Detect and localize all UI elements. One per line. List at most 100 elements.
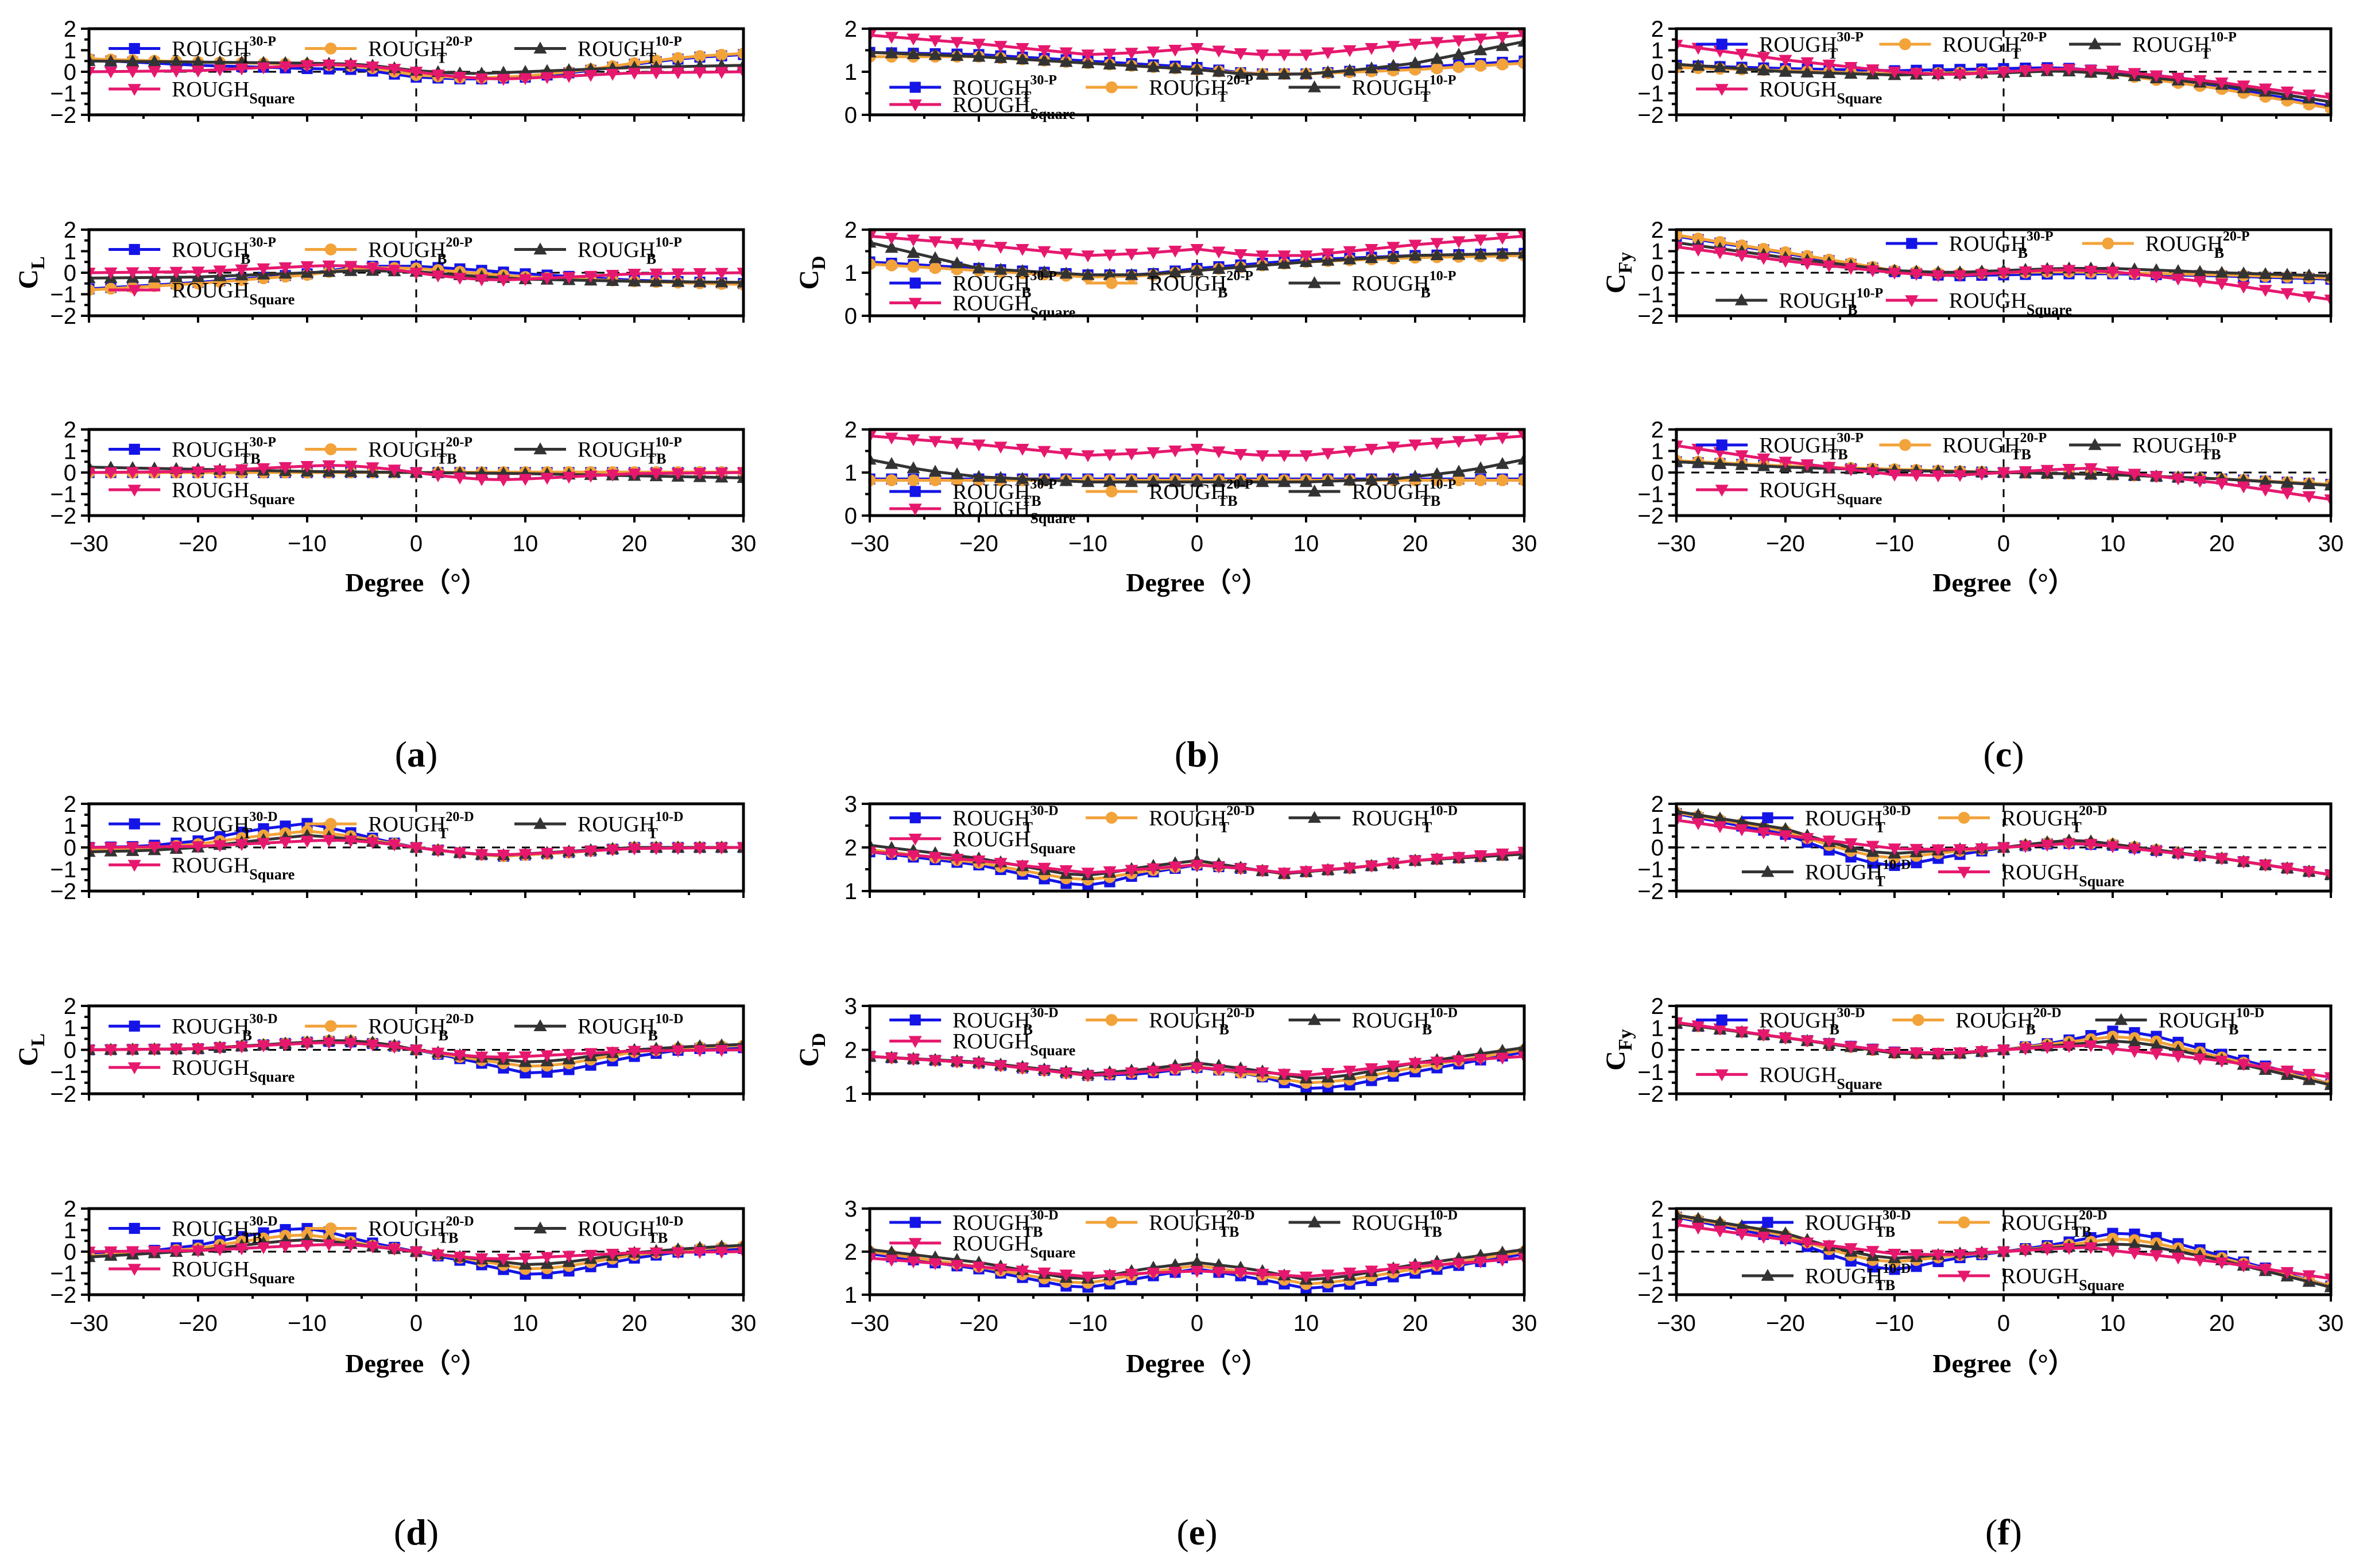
data-point-pink	[715, 67, 729, 79]
data-point-pink	[1452, 851, 1466, 864]
data-point-orange	[1496, 474, 1509, 486]
data-point-black	[169, 55, 183, 67]
data-point-black	[972, 49, 986, 62]
legend-label-superscript: 20-D	[446, 810, 474, 824]
x-tick-label: −20	[959, 531, 998, 556]
data-point-pink	[1997, 67, 2011, 79]
legend-marker	[1715, 485, 1729, 497]
legend-label-base: ROUGH	[1759, 33, 1837, 57]
data-point-pink	[1081, 868, 1095, 880]
data-point-black	[1365, 251, 1378, 264]
legend: ROUGH30-P TB ROUGH20-P TB ROUGH10-P TBROUGHSq…	[889, 477, 1456, 526]
legend-item-black: ROUGH10-P T	[2069, 30, 2237, 62]
data-point-pink	[1757, 1029, 1771, 1042]
y-axis-label: CL	[13, 1033, 49, 1066]
legend-label-base: ROUGH	[1149, 480, 1226, 504]
data-point-pink	[1997, 268, 2011, 280]
data-point-pink	[1256, 250, 1269, 262]
y-tick-label: 1	[845, 879, 857, 904]
data-point-black	[1496, 457, 1509, 469]
data-point-pink	[169, 841, 183, 854]
data-point-pink	[671, 1045, 685, 1058]
data-point-pink	[366, 262, 379, 275]
data-point-black	[1517, 1040, 1524, 1053]
data-point-pink	[1343, 45, 1357, 57]
data-point-black	[1735, 815, 1749, 827]
data-point-pink	[885, 432, 898, 445]
y-tick-label: −1	[50, 1060, 76, 1085]
y-tick-label: 2	[1651, 218, 1664, 243]
data-point-pink	[235, 63, 249, 76]
legend: ROUGH30-P TB ROUGH20-P TB ROUGH10-P TBROUGHSq…	[109, 435, 682, 508]
data-point-pink	[409, 67, 423, 79]
legend-marker	[324, 243, 337, 255]
data-point-pink	[928, 35, 942, 48]
legend-label-base: ROUGH	[172, 1015, 249, 1039]
data-point-pink	[300, 835, 314, 848]
data-point-black	[1212, 475, 1226, 487]
y-tick-label: 1	[1651, 239, 1664, 265]
data-point-pink	[1735, 49, 1749, 61]
legend-label: ROUGH20-P T	[1149, 73, 1253, 105]
y-tick-label: 1	[845, 1082, 857, 1107]
data-point-pink	[2019, 1043, 2032, 1056]
legend-label-base: ROUGH	[172, 478, 249, 502]
series-pink	[870, 846, 1524, 880]
data-point-pink	[148, 66, 161, 78]
data-point-pink	[1496, 848, 1509, 861]
data-point-pink	[2106, 65, 2120, 78]
data-point-pink	[2215, 1055, 2229, 1068]
legend-label-base: ROUGH	[368, 438, 446, 462]
legend-label-subscript: B	[1218, 284, 1227, 301]
data-point-pink	[2062, 838, 2076, 851]
data-point-pink	[627, 269, 641, 281]
legend-label-subscript: Square	[2027, 301, 2072, 318]
y-tick-label: 2	[64, 417, 76, 443]
legend-label-base: ROUGH	[1149, 1211, 1226, 1235]
data-point-pink	[1103, 449, 1117, 462]
legend-label: ROUGH30-P B	[1949, 229, 2054, 261]
legend-label-subscript: T	[1828, 45, 1838, 62]
legend-marker	[2088, 438, 2102, 450]
legend-item-orange: ROUGH20-P B	[1086, 269, 1253, 301]
data-point-pink	[1496, 233, 1509, 245]
data-point-black	[1343, 63, 1357, 76]
data-point-pink	[1757, 827, 1771, 839]
legend-label: ROUGH30-P TB	[1759, 431, 1864, 463]
data-point-pink	[1365, 243, 1378, 256]
data-point-pink	[737, 67, 743, 79]
x-tick-label: −20	[1766, 531, 1805, 556]
x-axis-label: Degree（°）	[345, 1349, 487, 1378]
data-point-pink	[1517, 30, 1524, 42]
data-point-pink	[409, 268, 423, 280]
legend-label: ROUGHSquare	[172, 78, 295, 107]
data-point-pink	[1888, 268, 1901, 280]
legend-marker	[2102, 237, 2114, 250]
legend-label-base: ROUGH	[1949, 289, 2027, 313]
data-point-pink	[1474, 434, 1487, 447]
x-tick-label: 10	[1293, 1311, 1319, 1336]
legend-label: ROUGH20-P T	[1942, 30, 2047, 62]
data-point-pink	[126, 66, 140, 79]
data-point-black	[1676, 57, 1683, 69]
data-point-pink	[2171, 848, 2185, 861]
data-point-pink	[388, 1042, 401, 1054]
data-point-black	[2149, 1039, 2163, 1051]
legend-label-superscript: 10-D	[1430, 1005, 1458, 1020]
legend-item-black: ROUGH10-P B	[1288, 269, 1456, 301]
x-tick-label: −30	[1657, 1311, 1696, 1336]
legend-label-base: ROUGH	[952, 497, 1030, 521]
x-tick-label: −30	[850, 531, 889, 556]
data-point-black	[1691, 1211, 1705, 1224]
data-point-orange	[737, 47, 743, 60]
data-point-pink	[606, 1047, 619, 1059]
data-point-pink	[2128, 68, 2141, 80]
data-point-pink	[2149, 1048, 2163, 1061]
series-pink	[870, 431, 1524, 462]
data-point-pink	[1800, 1035, 1814, 1048]
data-point-pink	[2259, 860, 2272, 872]
data-point-pink	[126, 842, 140, 854]
